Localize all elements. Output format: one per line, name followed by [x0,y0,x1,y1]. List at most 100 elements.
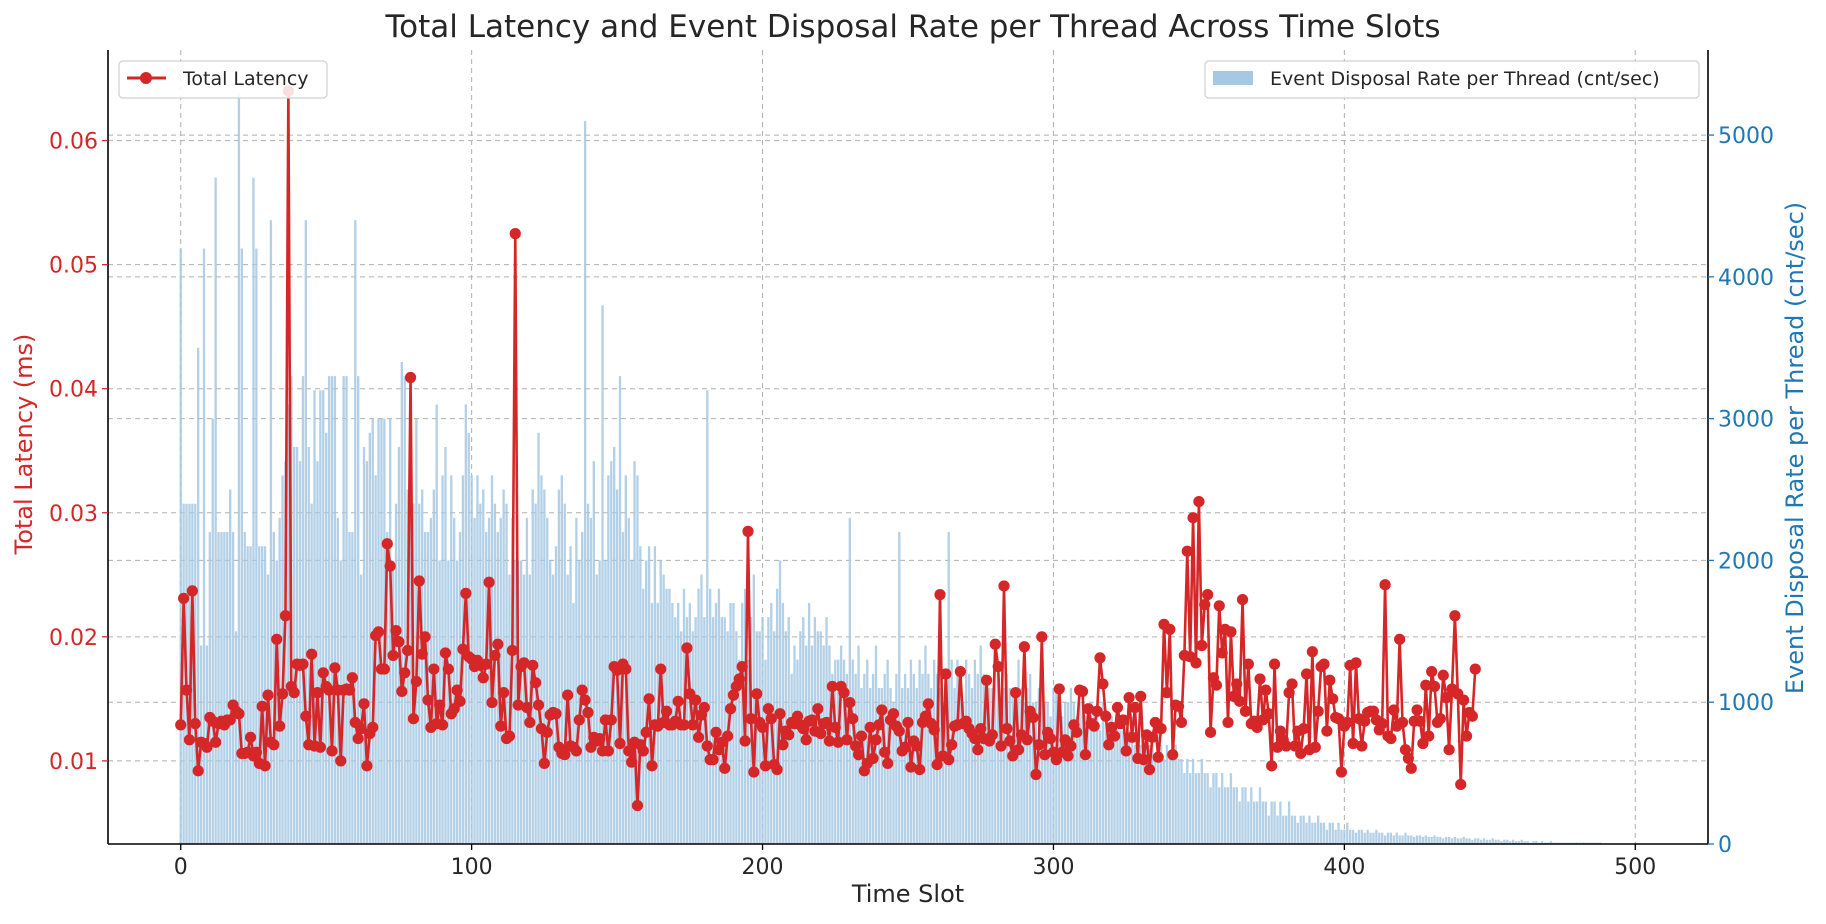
latency-point [777,739,789,751]
latency-point [250,746,262,758]
latency-point [783,729,795,741]
bar [1078,702,1081,844]
bar [962,702,965,844]
bar [1471,839,1474,844]
bar [1250,787,1253,844]
bar [1459,838,1462,844]
latency-point [480,658,492,670]
bar [1514,841,1518,844]
latency-point [343,684,356,696]
latency-point [527,659,539,671]
latency-point [882,757,894,769]
bar [1191,758,1195,844]
latency-point [503,730,516,742]
latency-point [288,687,300,699]
latency-point [530,677,542,689]
latency-point [1347,737,1359,750]
bar [1372,832,1375,844]
latency-point [1466,710,1478,722]
bar [234,631,238,844]
bar [781,602,785,844]
bar [226,532,229,844]
bar [1523,841,1526,844]
latency-point [335,755,347,767]
bar [1389,832,1393,844]
latency-point [975,723,987,735]
latency-point [1268,658,1281,670]
bar [1005,673,1009,844]
bar [330,376,334,844]
bar [464,404,467,844]
bar [322,390,325,844]
latency-point [477,672,489,684]
latency-point [736,660,748,673]
latency-point [1423,730,1435,742]
latency-point [1175,716,1188,729]
bar [534,503,537,844]
bar [1503,839,1506,844]
latency-point [1263,708,1275,720]
latency-point [1202,589,1214,601]
y-left-tick-label: 0.01 [49,750,98,775]
bar [752,574,755,844]
x-axis-label: Time Slot [851,880,964,908]
bar [1061,716,1064,844]
latency-point [998,580,1010,592]
y-left-tick-label: 0.03 [49,502,98,527]
latency-point [1426,665,1438,678]
latency-point [690,694,702,706]
latency-point [399,667,411,679]
bar [368,432,371,844]
latency-point [404,371,417,384]
bar [639,546,642,844]
bar [418,503,421,844]
latency-point [672,695,684,707]
latency-point [1327,693,1339,705]
bar [982,673,985,844]
bar [1189,773,1192,844]
bar [851,659,854,844]
latency-point [256,700,268,712]
latency-point [314,741,326,753]
legend-disposal-rate[interactable]: Event Disposal Rate per Thread (cnt/sec) [1204,60,1700,99]
bar [1497,839,1500,844]
bar [1273,801,1276,844]
bar [947,532,950,844]
bar [1314,822,1317,844]
latency-point [594,732,606,745]
bar [1151,744,1154,844]
legend-disposal-rate-label: Event Disposal Rate per Thread (cnt/sec) [1270,68,1660,90]
latency-point [727,689,740,701]
legend-latency-frame [118,60,328,99]
bar [1209,787,1212,844]
bar [1270,801,1273,844]
latency-point [1053,683,1065,695]
bar [307,447,310,844]
bar [339,560,342,844]
bar [546,517,549,844]
bar [572,602,575,844]
latency-point [646,760,658,772]
bar [243,532,246,844]
bar [304,220,307,844]
legend-latency[interactable]: Total Latency [118,60,328,99]
bar [1511,839,1515,844]
latency-point [492,638,504,650]
bar [1453,836,1457,844]
bar [223,532,226,844]
latency-point [1280,740,1292,752]
latency-point [739,735,751,747]
bar [1244,787,1247,844]
latency-point [1274,725,1286,737]
bar [1104,716,1107,844]
latency-point [271,633,283,645]
bar [912,673,915,844]
x-tick-label: 100 [451,855,493,880]
bar [1549,841,1553,844]
latency-point [454,695,466,707]
bar [423,532,427,844]
bar [1520,839,1523,844]
bar [1226,787,1230,844]
bar [554,546,558,844]
bar [1026,688,1029,844]
